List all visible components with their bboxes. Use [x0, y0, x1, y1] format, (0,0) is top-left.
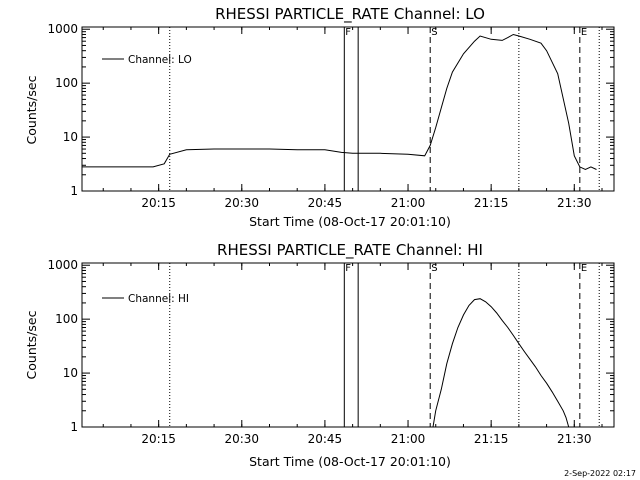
x-tick-label: 20:15	[141, 432, 176, 446]
x-tick-label: 21:15	[474, 432, 509, 446]
x-tick-label: 21:30	[557, 196, 592, 210]
chart-panel-hi: RHESSI PARTICLE_RATE Channel: HI Start T…	[24, 241, 615, 469]
y-tick-label: 10	[63, 366, 78, 380]
y-tick-label: 1000	[47, 22, 78, 36]
event-marker-label: E	[581, 27, 587, 38]
x-tick-label: 20:30	[224, 432, 259, 446]
chart-title: RHESSI PARTICLE_RATE Channel: HI	[217, 241, 483, 260]
x-tick-label: 21:00	[391, 196, 426, 210]
y-tick-label: 1	[70, 420, 78, 434]
x-axis-label: Start Time (08-Oct-17 20:01:10)	[249, 214, 451, 229]
event-marker-label: F	[345, 27, 351, 38]
x-tick-label: 20:45	[308, 196, 343, 210]
y-tick-label: 1000	[47, 258, 78, 272]
plot-frame	[81, 262, 615, 428]
data-line	[82, 33, 597, 171]
event-marker-label: E	[581, 263, 587, 274]
plot-frame	[81, 26, 615, 192]
y-tick-label: 100	[55, 76, 78, 90]
y-tick-label: 10	[63, 130, 78, 144]
y-axis-label: Counts/sec	[24, 75, 39, 144]
data-line	[432, 298, 570, 428]
x-tick-label: 20:30	[224, 196, 259, 210]
x-tick-label: 21:15	[474, 196, 509, 210]
chart-panel-lo: RHESSI PARTICLE_RATE Channel: LO Start T…	[24, 5, 615, 229]
chart-title: RHESSI PARTICLE_RATE Channel: LO	[215, 5, 485, 24]
legend-label: Channel: HI	[128, 293, 189, 305]
x-axis-label: Start Time (08-Oct-17 20:01:10)	[249, 454, 451, 469]
legend-label: Channel: LO	[128, 54, 192, 66]
timestamp: 2-Sep-2022 02:17	[564, 469, 636, 478]
event-marker-label: F	[345, 263, 351, 274]
y-tick-label: 1	[70, 184, 78, 198]
x-tick-label: 20:15	[141, 196, 176, 210]
event-marker-label: S	[431, 263, 437, 274]
x-tick-label: 21:00	[391, 432, 426, 446]
y-axis-label: Counts/sec	[24, 310, 39, 379]
y-tick-label: 100	[55, 312, 78, 326]
x-tick-label: 20:45	[308, 432, 343, 446]
event-marker-label: S	[431, 27, 437, 38]
x-tick-label: 21:30	[557, 432, 592, 446]
